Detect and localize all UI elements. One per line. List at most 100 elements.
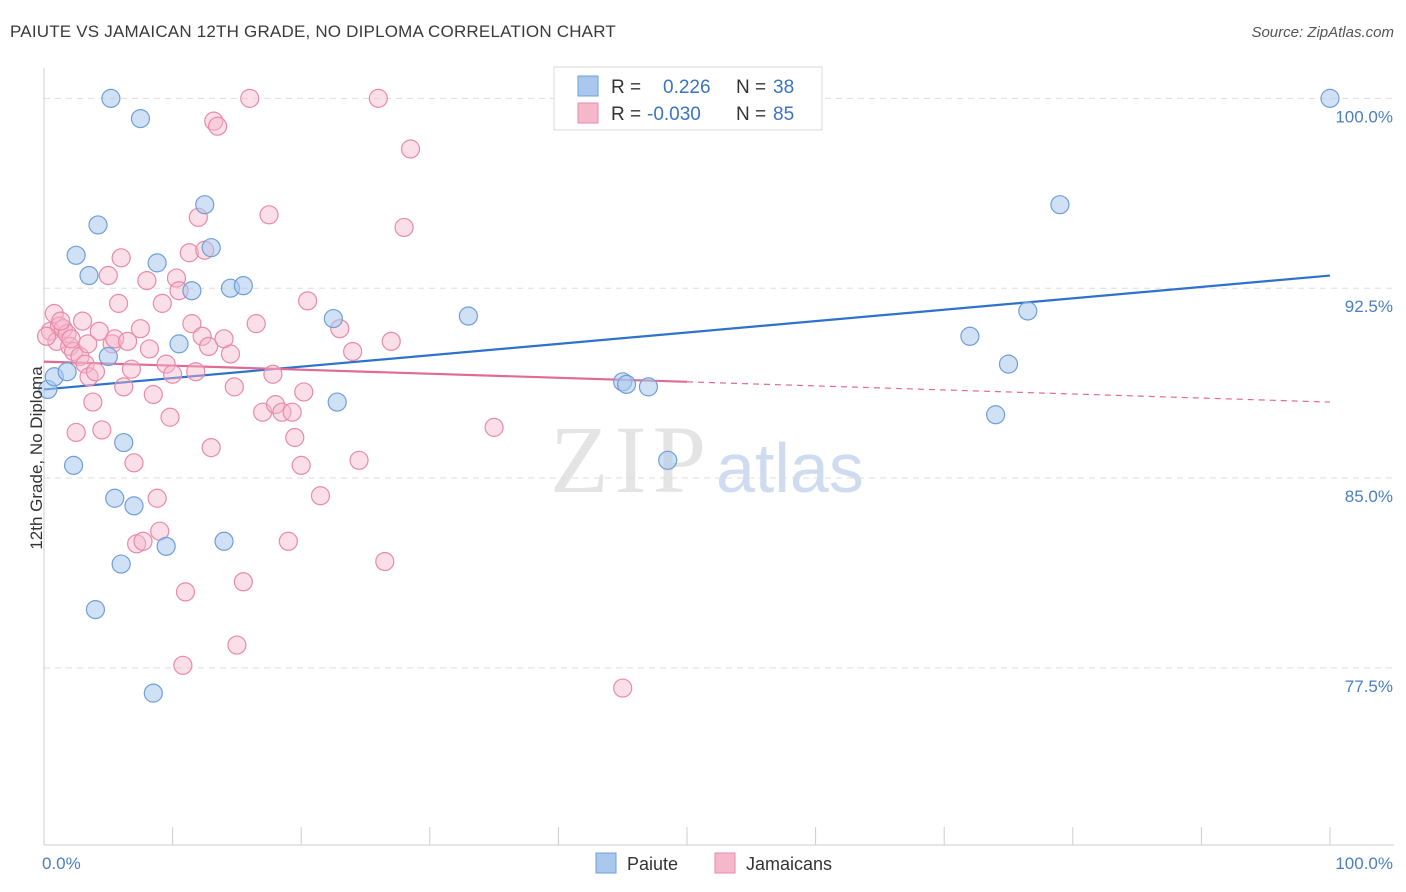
jamaicans-point [263,364,283,384]
paiute-point [1050,195,1070,215]
paiute-point [986,405,1006,425]
source-label: Source: ZipAtlas.com [1251,24,1394,41]
jamaicans-n-label: N = [736,104,766,125]
jamaicans-point [220,344,241,364]
jamaicans-point [272,402,292,422]
paiute-r-value: 0.226 [663,77,711,98]
jamaicans-point [133,531,153,551]
jamaicans-point [310,486,331,506]
paiute-point [169,334,189,354]
jamaicans-point [484,417,504,437]
jamaicans-point [147,488,167,508]
paiute-point [658,450,678,470]
jamaicans-point [72,311,93,331]
paiute-point [130,109,151,129]
paiute-point [101,88,121,108]
jamaicans-r-label: R = [611,104,641,125]
jamaicans-point [160,407,180,427]
paiute-point [57,362,77,382]
jamaicans-point [79,367,99,387]
jamaicans-point [117,331,138,351]
jamaicans-point [294,382,314,402]
paiute-point [66,245,86,265]
x-tick-label: 0.0% [42,854,81,873]
jamaicans-point [98,265,118,286]
jamaicans-point [199,336,219,357]
jamaicans-point [121,359,142,379]
paiute-bottom-swatch [595,852,617,874]
jamaicans-point [61,329,81,349]
paiute-trend-line [43,274,1331,391]
jamaicans-point [156,354,176,374]
jamaicans-point [51,311,71,331]
jamaicans-point [92,420,112,440]
jamaicans-point [186,362,206,382]
paiute-point [1320,88,1340,108]
jamaicans-point [349,450,369,470]
jamaicans-point [139,339,160,359]
paiute-point [638,377,659,397]
jamaicans-point [44,303,64,324]
paiute-point [233,276,253,296]
jamaicans-trend-extension [686,381,1331,403]
paiute-point [323,308,343,329]
axes: 77.5% 85.0% 92.5% 100.0% 0.0% 100.0% [42,68,1394,873]
paiute-point [63,455,84,475]
paiute-point [114,432,134,453]
jamaicans-legend-swatch [577,102,599,124]
jamaicans-point [78,334,98,354]
paiute-point [105,488,125,508]
y-tick-label: 85.0% [1345,487,1393,506]
series-legend: Paiute Jamaicans [595,852,832,874]
jamaicans-point [265,395,286,415]
y-tick-label: 77.5% [1345,677,1393,696]
jamaicans-point [124,453,144,473]
paiute-point [143,683,163,703]
jamaicans-point [137,270,157,291]
paiute-point [88,215,108,235]
jamaicans-point [83,392,103,412]
jamaicans-point [175,582,196,602]
jamaicans-point [298,291,318,311]
paiute-legend-label: Paiute [627,854,678,874]
paiute-point [111,554,131,574]
paiute-point [98,346,118,367]
jamaicans-point [259,205,279,225]
paiute-point [201,238,221,258]
jamaicans-point [285,427,305,448]
jamaicans-point [85,362,106,382]
jamaicans-point [240,88,260,108]
jamaicans-point [114,377,134,397]
y-tick-label: 100.0% [1335,107,1393,126]
jamaicans-point [143,384,163,405]
jamaicans-point [400,139,421,159]
watermark-zip: ZIP [550,406,712,513]
jamaicans-point [166,268,187,288]
paiute-points [38,88,1340,703]
jamaicans-point [368,88,388,108]
jamaicans-point [278,531,298,551]
jamaicans-point [394,217,414,238]
paiute-point [124,496,144,516]
jamaicans-point [233,572,253,592]
paiute-legend-swatch [577,75,599,97]
jamaicans-points [36,88,633,698]
paiute-n-value: 38 [773,77,794,98]
jamaicans-point [291,455,311,475]
jamaicans-point [375,551,395,572]
paiute-point [182,281,202,301]
jamaicans-legend-label: Jamaicans [746,854,832,874]
jamaicans-point [192,326,212,346]
paiute-point [327,392,347,412]
paiute-point [214,531,234,551]
jamaicans-point [36,326,57,346]
jamaicans-n-value: 85 [773,104,794,125]
stats-legend: R = 0.226 N = 38 R = -0.030 N = 85 [553,66,823,131]
jamaicans-point [227,635,247,655]
paiute-point [616,374,637,394]
jamaicans-point [282,402,302,422]
paiute-point [998,354,1019,374]
paiute-point [147,253,167,273]
paiute-n-label: N = [736,77,766,98]
